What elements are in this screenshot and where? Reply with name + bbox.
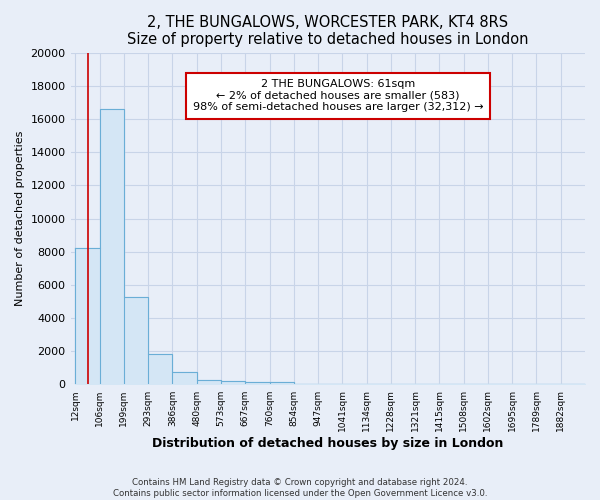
X-axis label: Distribution of detached houses by size in London: Distribution of detached houses by size … <box>152 437 503 450</box>
Y-axis label: Number of detached properties: Number of detached properties <box>15 131 25 306</box>
Title: 2, THE BUNGALOWS, WORCESTER PARK, KT4 8RS
Size of property relative to detached : 2, THE BUNGALOWS, WORCESTER PARK, KT4 8R… <box>127 15 529 48</box>
Text: Contains HM Land Registry data © Crown copyright and database right 2024.
Contai: Contains HM Land Registry data © Crown c… <box>113 478 487 498</box>
Text: 2 THE BUNGALOWS: 61sqm
← 2% of detached houses are smaller (583)
98% of semi-det: 2 THE BUNGALOWS: 61sqm ← 2% of detached … <box>193 80 484 112</box>
